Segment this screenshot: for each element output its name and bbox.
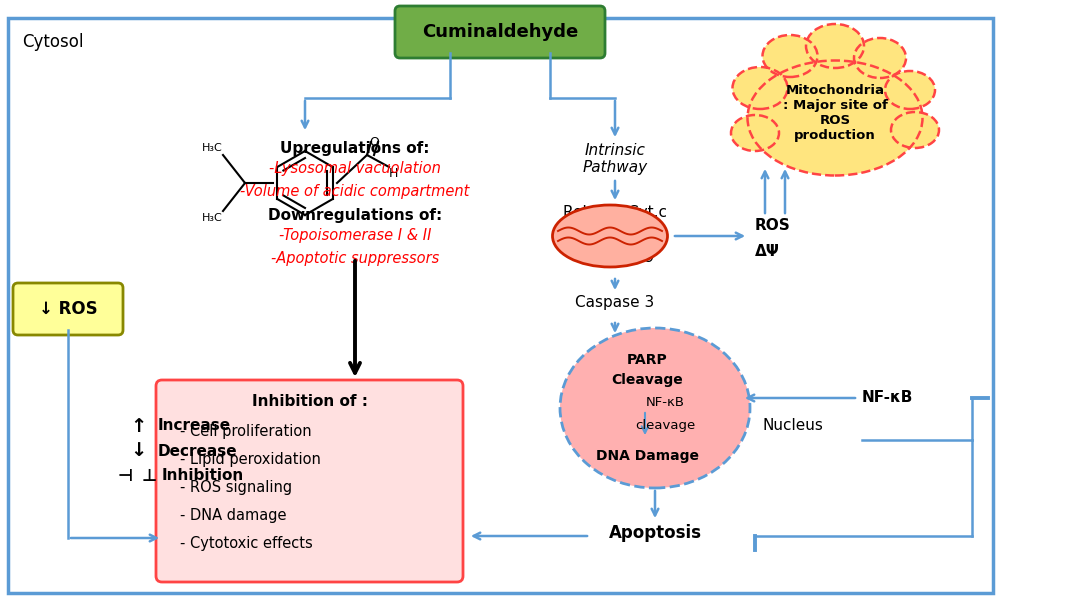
Ellipse shape [731,115,779,151]
Text: Upregulations of:: Upregulations of: [280,141,430,156]
Ellipse shape [885,71,935,109]
Ellipse shape [762,35,818,77]
Text: - Cytotoxic effects: - Cytotoxic effects [180,536,313,551]
FancyBboxPatch shape [395,6,605,58]
Text: Inhibition: Inhibition [162,469,244,483]
Text: -Topoisomerase I & II: -Topoisomerase I & II [279,228,431,243]
FancyBboxPatch shape [156,380,463,582]
Text: - DNA damage: - DNA damage [180,508,286,523]
Ellipse shape [561,328,750,488]
Text: Cytosol: Cytosol [22,33,83,51]
Text: Nucleus: Nucleus [762,418,823,434]
Text: DNA Damage: DNA Damage [595,449,699,463]
Text: - Cell proliferation: - Cell proliferation [180,424,312,439]
Text: Downregulations of:: Downregulations of: [268,208,442,223]
Text: NF-κB: NF-κB [646,396,685,410]
Ellipse shape [553,205,667,267]
Text: Apoptosis: Apoptosis [608,524,702,542]
Ellipse shape [854,38,906,78]
Ellipse shape [806,24,864,68]
Text: Cuminaldehyde: Cuminaldehyde [422,23,578,41]
Text: PARP: PARP [626,353,667,367]
Text: ΔΨ: ΔΨ [755,243,780,258]
Ellipse shape [732,67,787,109]
Text: Caspase 9: Caspase 9 [576,250,654,265]
Text: Intrinsic
Pathway: Intrinsic Pathway [582,143,648,175]
Text: -Volume of acidic compartment: -Volume of acidic compartment [241,184,470,199]
Text: - ROS signaling: - ROS signaling [180,480,292,495]
Text: ↓ ROS: ↓ ROS [39,300,97,318]
Ellipse shape [747,61,922,176]
Text: -Lysosomal vacuolation: -Lysosomal vacuolation [269,161,441,176]
Text: H: H [389,167,399,180]
Text: Inhibition of :: Inhibition of : [252,394,367,409]
Text: Increase: Increase [158,418,231,434]
Ellipse shape [891,112,939,148]
Text: NF-κB: NF-κB [862,390,914,406]
Text: ↓: ↓ [130,441,147,460]
Text: Cleavage: Cleavage [611,373,683,387]
Text: H₃C: H₃C [202,213,222,223]
Text: H₃C: H₃C [202,143,222,153]
Text: Caspase 3: Caspase 3 [576,295,654,310]
Text: Release Cyt.c: Release Cyt.c [563,205,667,220]
Text: - Lipid peroxidation: - Lipid peroxidation [180,452,321,467]
Text: Mitochondria
: Major site of
ROS
production: Mitochondria : Major site of ROS product… [783,84,888,142]
Text: ROS: ROS [755,218,791,233]
Text: O: O [369,136,379,149]
Text: Decrease: Decrease [158,443,238,458]
Text: -Apoptotic suppressors: -Apoptotic suppressors [271,251,440,266]
Text: ⊥: ⊥ [141,467,158,485]
Text: ↑: ↑ [130,416,147,435]
Text: cleavage: cleavage [635,418,696,432]
Text: ⊣: ⊣ [118,467,133,485]
FancyBboxPatch shape [13,283,123,335]
